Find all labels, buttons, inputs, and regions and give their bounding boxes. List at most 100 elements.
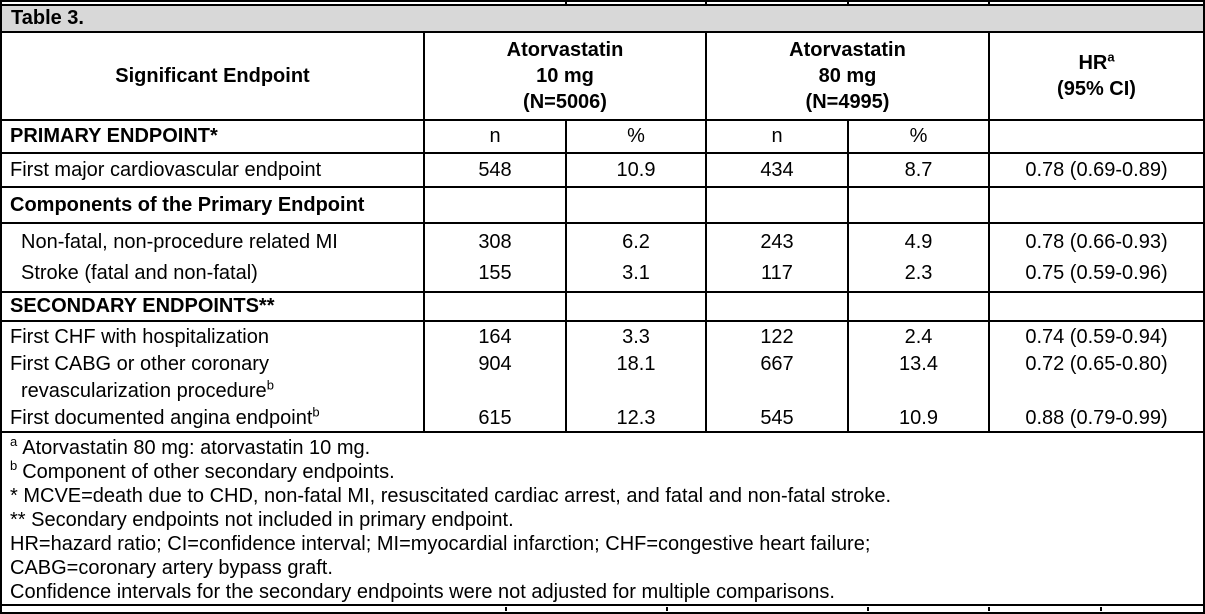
col-header-significant-endpoint: Significant Endpoint bbox=[2, 33, 425, 119]
footnote-a: a Atorvastatin 80 mg: atorvastatin 10 mg. bbox=[10, 434, 1203, 460]
footnotes-block: a Atorvastatin 80 mg: atorvastatin 10 mg.… bbox=[2, 433, 1203, 605]
endpoint-label-text: First documented angina endpointb bbox=[10, 405, 423, 431]
table-title: Table 3. bbox=[11, 7, 84, 29]
value-n-80mg: 434 bbox=[707, 154, 849, 186]
empty-line bbox=[567, 378, 705, 405]
column-tick bbox=[505, 607, 507, 611]
col-header-hr: HRa (95% CI) bbox=[990, 33, 1203, 119]
column-tick bbox=[565, 2, 567, 5]
footnote-superscript: b bbox=[10, 458, 18, 474]
table-3: Table 3. Significant Endpoint Atorvastat… bbox=[0, 4, 1205, 606]
value-n-10mg: 164 bbox=[478, 326, 512, 348]
endpoint-label-text: First CHF with hospitalization bbox=[10, 326, 269, 348]
empty-line bbox=[990, 378, 1203, 405]
empty-cell bbox=[849, 188, 990, 222]
footnote-double-asterisk: ** Secondary endpoints not included in p… bbox=[10, 509, 514, 531]
empty-line bbox=[707, 378, 847, 405]
endpoint-label-text: Stroke (fatal and non-fatal) bbox=[21, 262, 258, 284]
label-superscript: b bbox=[266, 377, 274, 393]
empty-line bbox=[849, 378, 988, 405]
secondary-n-80mg: 122 667 545 bbox=[707, 322, 849, 431]
header-line: Atorvastatin bbox=[789, 39, 906, 61]
value-hr: 0.74 (0.59-0.94) bbox=[1025, 326, 1168, 348]
components-hr: 0.78 (0.66-0.93) 0.75 (0.59-0.96) bbox=[990, 224, 1203, 291]
column-tick bbox=[988, 607, 990, 611]
header-row: Significant Endpoint Atorvastatin 10 mg … bbox=[2, 33, 1203, 121]
value-hr: 0.78 (0.69-0.89) bbox=[1025, 158, 1168, 181]
footnote-confidence-intervals: Confidence intervals for the secondary e… bbox=[10, 581, 835, 603]
footnote-abbreviations-1: HR=hazard ratio; CI=confidence interval;… bbox=[10, 533, 871, 555]
section-label: PRIMARY ENDPOINT* bbox=[10, 125, 218, 147]
table-title-bar: Table 3. bbox=[2, 6, 1203, 33]
secondary-labels: First CHF with hospitalization First CAB… bbox=[2, 322, 425, 431]
column-tick bbox=[705, 2, 707, 5]
value-pct-80mg: 2.4 bbox=[904, 326, 933, 348]
value-n-10mg: 308 bbox=[478, 231, 512, 253]
column-tick bbox=[847, 2, 849, 5]
section-label-secondary: SECONDARY ENDPOINTS** bbox=[2, 293, 425, 320]
header-line: Atorvastatin bbox=[506, 39, 624, 61]
header-line: 10 mg bbox=[536, 65, 594, 87]
secondary-pct-80mg: 2.4 13.4 10.9 bbox=[849, 322, 990, 431]
empty-cell bbox=[425, 293, 567, 320]
value-pct-10mg: 3.1 bbox=[622, 262, 650, 284]
empty-cell bbox=[707, 188, 849, 222]
top-border-line bbox=[0, 0, 1205, 2]
value-hr: 0.78 (0.66-0.93) bbox=[1025, 231, 1168, 253]
footnote-text: Component of other secondary endpoints. bbox=[22, 461, 395, 483]
value-pct-10mg: 6.2 bbox=[622, 231, 650, 253]
empty-cell bbox=[990, 293, 1203, 320]
value-hr: 0.88 (0.79-0.99) bbox=[1025, 407, 1168, 429]
value-pct-10mg: 10.9 bbox=[567, 154, 707, 186]
footnote-text: Atorvastatin 80 mg: atorvastatin 10 mg. bbox=[22, 437, 371, 459]
empty-cell bbox=[990, 121, 1203, 152]
components-labels: Non-fatal, non-procedure related MI Stro… bbox=[2, 224, 425, 291]
empty-cell bbox=[567, 188, 707, 222]
secondary-pct-10mg: 3.3 18.1 12.3 bbox=[567, 322, 707, 431]
value-n-10mg: 548 bbox=[425, 154, 567, 186]
components-n-80mg: 243 117 bbox=[707, 224, 849, 291]
value-pct-80mg: 10.9 bbox=[899, 407, 938, 429]
footnote-superscript: a bbox=[10, 434, 18, 450]
value-n-80mg: 117 bbox=[761, 262, 793, 284]
value-n-80mg: 667 bbox=[760, 353, 794, 375]
value-pct-80mg: 13.4 bbox=[899, 353, 938, 375]
value-hr: 0.72 (0.65-0.80) bbox=[1025, 353, 1168, 375]
value-hr: 0.75 (0.59-0.96) bbox=[1025, 262, 1168, 284]
value-pct-80mg: 8.7 bbox=[849, 154, 990, 186]
empty-cell bbox=[567, 293, 707, 320]
empty-cell bbox=[425, 188, 567, 222]
row-first-major-cv-endpoint: First major cardiovascular endpoint 548 … bbox=[2, 154, 1203, 188]
label-part: First documented angina endpoint bbox=[10, 407, 313, 429]
value-n-10mg: 155 bbox=[478, 262, 512, 284]
primary-endpoint-section-row: PRIMARY ENDPOINT* n % n % bbox=[2, 121, 1203, 154]
section-label-primary: PRIMARY ENDPOINT* bbox=[2, 121, 425, 152]
header-line: 80 mg bbox=[818, 65, 877, 87]
components-rows-block: Non-fatal, non-procedure related MI Stro… bbox=[2, 224, 1203, 293]
label-part: revascularization procedure bbox=[21, 380, 267, 402]
value-n-80mg: 122 bbox=[760, 326, 794, 348]
value-n-10mg: 904 bbox=[478, 353, 512, 375]
value-pct-10mg: 18.1 bbox=[616, 353, 656, 375]
section-label: Components of the Primary Endpoint bbox=[10, 193, 365, 216]
bottom-border-line bbox=[0, 612, 1205, 614]
empty-cell bbox=[849, 293, 990, 320]
endpoint-label-text: First CABG or other coronary bbox=[10, 353, 269, 375]
endpoint-label-text: Non-fatal, non-procedure related MI bbox=[21, 231, 338, 253]
value-pct-10mg: 12.3 bbox=[616, 407, 656, 429]
hr-label: HR bbox=[1078, 52, 1108, 74]
value-n-80mg: 545 bbox=[760, 407, 794, 429]
empty-cell bbox=[990, 188, 1203, 222]
subcol-n-10mg: n bbox=[425, 121, 567, 152]
value-n-80mg: 243 bbox=[760, 231, 794, 253]
column-tick bbox=[1100, 607, 1102, 611]
value-pct-10mg: 3.3 bbox=[622, 326, 650, 348]
components-pct-10mg: 6.2 3.1 bbox=[567, 224, 707, 291]
hr-superscript: a bbox=[1107, 49, 1115, 65]
secondary-hr: 0.74 (0.59-0.94) 0.72 (0.65-0.80) 0.88 (… bbox=[990, 322, 1203, 431]
footnote-abbreviations-2: CABG=coronary artery bypass graft. bbox=[10, 557, 333, 579]
empty-cell bbox=[707, 293, 849, 320]
subcol-pct-80mg: % bbox=[849, 121, 990, 152]
components-n-10mg: 308 155 bbox=[425, 224, 567, 291]
